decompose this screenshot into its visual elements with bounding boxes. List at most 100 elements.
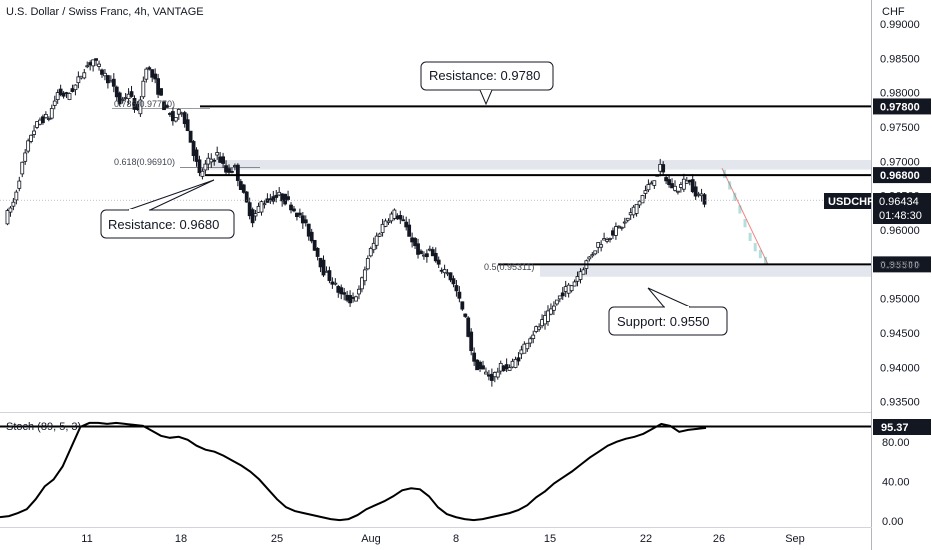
candle-up bbox=[38, 119, 42, 125]
candle-up bbox=[389, 213, 394, 222]
candle-up bbox=[681, 178, 686, 190]
projection-candle bbox=[733, 192, 737, 201]
candle-down bbox=[342, 292, 347, 295]
price-tag bbox=[873, 193, 931, 224]
stoch-tick-label: 0.00 bbox=[882, 516, 903, 528]
candle-up bbox=[616, 225, 621, 228]
candle-down bbox=[401, 219, 406, 222]
candle-down bbox=[670, 183, 674, 189]
candle-up bbox=[569, 285, 574, 292]
candle-down bbox=[436, 259, 441, 265]
projection-trend-line bbox=[721, 168, 769, 265]
projection-candle bbox=[758, 249, 762, 259]
candle-down bbox=[489, 373, 494, 381]
candle-up bbox=[380, 223, 385, 233]
candle-down bbox=[330, 281, 335, 285]
candle-down bbox=[224, 165, 228, 173]
candle-down bbox=[265, 198, 270, 203]
callout-resistance-0978[interactable]: Resistance: 0.9780 bbox=[420, 61, 554, 106]
candle-up bbox=[599, 244, 604, 248]
symbol-label: USDCHF bbox=[828, 196, 874, 208]
fib-label-0618: 0.618(0.96910) bbox=[114, 157, 175, 167]
candle-up bbox=[587, 256, 592, 260]
candle-down bbox=[58, 88, 63, 96]
last-price-tag: USDCHF 0.96434 01:48:30 bbox=[824, 193, 931, 224]
candle-up bbox=[8, 207, 13, 213]
candle-down bbox=[466, 317, 471, 337]
callout-resistance-0968[interactable]: Resistance: 0.9680 bbox=[100, 179, 235, 239]
callout-text: Resistance: 0.9780 bbox=[429, 68, 540, 83]
level-tag bbox=[873, 98, 931, 115]
candle-down bbox=[451, 278, 456, 285]
candle-down bbox=[404, 221, 409, 228]
candle-down bbox=[693, 186, 698, 197]
candle-up bbox=[634, 203, 639, 214]
stoch-tick-label: 40.00 bbox=[882, 476, 910, 488]
callout-support-0955[interactable]: Support: 0.9550 bbox=[608, 287, 728, 336]
time-tick-label: 26 bbox=[713, 533, 725, 545]
candle-up bbox=[144, 68, 149, 80]
candle-up bbox=[200, 170, 205, 177]
candle-up bbox=[138, 99, 143, 115]
candle-down bbox=[289, 204, 293, 211]
candle-up bbox=[495, 371, 500, 378]
level-tag-label: 0.96800 bbox=[880, 170, 920, 182]
candle-down bbox=[94, 58, 98, 61]
stoch-current-tag: 95.37 bbox=[873, 419, 931, 435]
symbol-tag bbox=[824, 193, 871, 209]
candle-up bbox=[551, 305, 556, 311]
candle-up bbox=[206, 157, 211, 165]
candle-up bbox=[29, 134, 34, 142]
price-tick-label: 0.95000 bbox=[880, 294, 920, 306]
last-price-value: 0.96434 bbox=[879, 196, 919, 208]
candle-up bbox=[549, 308, 553, 315]
candle-up bbox=[11, 201, 16, 207]
candle-up bbox=[32, 130, 36, 135]
projection-candle bbox=[743, 219, 747, 228]
candle-up bbox=[82, 72, 87, 79]
candle-up bbox=[676, 190, 680, 193]
candle-up bbox=[259, 201, 264, 213]
level-tag bbox=[873, 167, 931, 184]
candle-up bbox=[442, 269, 447, 274]
callout-box bbox=[100, 209, 235, 239]
candle-down bbox=[430, 249, 435, 257]
candle-up bbox=[277, 191, 282, 196]
candle-down bbox=[315, 248, 320, 257]
candle-up bbox=[360, 277, 364, 290]
candle-up bbox=[43, 113, 48, 119]
candle-up bbox=[262, 203, 267, 206]
candle-down bbox=[114, 86, 119, 98]
time-tick-label: 25 bbox=[271, 533, 283, 545]
candle-up bbox=[637, 200, 642, 206]
price-tick-label: 0.97500 bbox=[880, 122, 920, 134]
stoch-title: Stoch (89, 5, 3) bbox=[6, 421, 81, 433]
candle-up bbox=[427, 248, 432, 251]
candle-up bbox=[14, 191, 19, 201]
candle-down bbox=[286, 196, 290, 200]
candle-down bbox=[61, 92, 66, 97]
candle-up bbox=[684, 180, 689, 184]
candle-up bbox=[643, 190, 648, 194]
candle-up bbox=[324, 270, 329, 273]
time-tick-label: 11 bbox=[81, 533, 92, 545]
time-tick-label: 18 bbox=[175, 533, 187, 545]
candle-up bbox=[141, 80, 146, 98]
candle-down bbox=[478, 361, 482, 370]
price-tick-label: 0.93500 bbox=[880, 397, 920, 409]
candle-up bbox=[563, 286, 568, 292]
candle-down bbox=[454, 285, 459, 292]
candle-up bbox=[557, 295, 562, 300]
candle-down bbox=[235, 164, 240, 181]
candle-down bbox=[244, 191, 249, 203]
candle-down bbox=[300, 215, 305, 224]
candle-up bbox=[365, 258, 370, 270]
stoch-current-value: 95.37 bbox=[881, 422, 909, 434]
candle-up bbox=[374, 235, 379, 246]
candle-up bbox=[354, 296, 358, 302]
candle-down bbox=[188, 130, 193, 143]
time-axis-labels: 11 18 25 Aug 8 15 22 26 Sep bbox=[81, 533, 805, 545]
candle-down bbox=[247, 202, 252, 217]
candle-down bbox=[212, 159, 217, 162]
